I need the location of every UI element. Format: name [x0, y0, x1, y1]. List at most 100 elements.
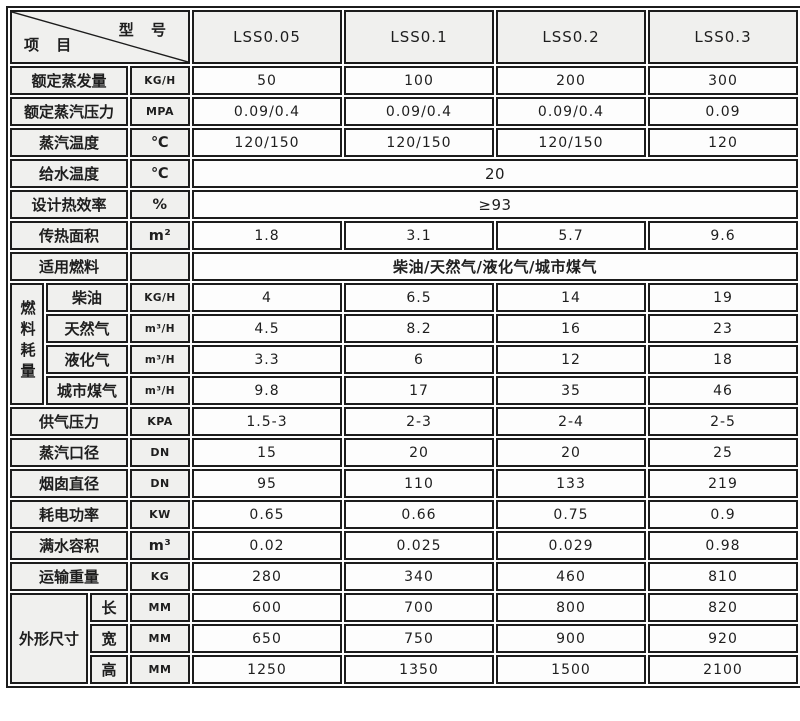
value-cell: 900 — [496, 624, 646, 653]
row-unit: m³/H — [130, 376, 190, 405]
value-cell: 800 — [496, 593, 646, 622]
spec-row: 蒸汽温度 ℃ 120/150 120/150 120/150 120 — [10, 128, 798, 157]
value-cell: 9.6 — [648, 221, 798, 250]
group-label: 外形尺寸 — [10, 593, 88, 684]
value-cell: 0.09 — [648, 97, 798, 126]
corner-cell: 型 号 项 目 — [10, 10, 190, 64]
value-cell: 0.029 — [496, 531, 646, 560]
value-cell: 1.8 — [192, 221, 342, 250]
value-cell: 95 — [192, 469, 342, 498]
group-label: 燃料耗量 — [10, 283, 44, 405]
value-cell: 6.5 — [344, 283, 494, 312]
value-cell: 300 — [648, 66, 798, 95]
spec-row: 高 MM 1250 1350 1500 2100 — [10, 655, 798, 684]
value-cell: 0.9 — [648, 500, 798, 529]
row-label: 传热面积 — [10, 221, 128, 250]
value-cell: 0.09/0.4 — [496, 97, 646, 126]
row-unit: KPA — [130, 407, 190, 436]
corner-label-model: 型 号 — [118, 21, 172, 39]
value-cell: 5.7 — [496, 221, 646, 250]
value-cell: 120/150 — [496, 128, 646, 157]
value-cell: 120/150 — [192, 128, 342, 157]
row-unit: ℃ — [130, 159, 190, 188]
spec-row: 耗电功率 KW 0.65 0.66 0.75 0.9 — [10, 500, 798, 529]
value-cell: 23 — [648, 314, 798, 343]
row-label: 供气压力 — [10, 407, 128, 436]
value-cell: 920 — [648, 624, 798, 653]
row-unit: m³/H — [130, 345, 190, 374]
value-cell: 340 — [344, 562, 494, 591]
value-cell: 0.98 — [648, 531, 798, 560]
header-row: 型 号 项 目 LSS0.05 LSS0.1 LSS0.2 LSS0.3 — [10, 10, 798, 64]
model-header-lss03: LSS0.3 — [648, 10, 798, 64]
value-cell: 0.66 — [344, 500, 494, 529]
model-header-lss02: LSS0.2 — [496, 10, 646, 64]
value-cell: 820 — [648, 593, 798, 622]
value-cell: 14 — [496, 283, 646, 312]
row-label: 额定蒸汽压力 — [10, 97, 128, 126]
row-label: 天然气 — [46, 314, 128, 343]
value-cell: 35 — [496, 376, 646, 405]
row-label: 蒸汽温度 — [10, 128, 128, 157]
value-cell: 200 — [496, 66, 646, 95]
value-cell: 100 — [344, 66, 494, 95]
spec-row: 供气压力 KPA 1.5-3 2-3 2-4 2-5 — [10, 407, 798, 436]
value-cell: 17 — [344, 376, 494, 405]
spec-row: 城市煤气 m³/H 9.8 17 35 46 — [10, 376, 798, 405]
row-label: 设计热效率 — [10, 190, 128, 219]
row-label: 给水温度 — [10, 159, 128, 188]
value-cell: 0.025 — [344, 531, 494, 560]
value-cell: 600 — [192, 593, 342, 622]
value-cell: 4 — [192, 283, 342, 312]
value-cell: 120 — [648, 128, 798, 157]
row-unit: m³ — [130, 531, 190, 560]
row-label: 柴油 — [46, 283, 128, 312]
row-unit: % — [130, 190, 190, 219]
row-label: 耗电功率 — [10, 500, 128, 529]
merged-value-cell: 20 — [192, 159, 798, 188]
value-cell: 1350 — [344, 655, 494, 684]
spec-table-body: 额定蒸发量 KG/H 50 100 200 300 额定蒸汽压力 MPA 0.09/0.4 0.0… — [10, 66, 798, 684]
spec-row: 外形尺寸长 MM 600 700 800 820 — [10, 593, 798, 684]
row-unit: ℃ — [130, 128, 190, 157]
row-label: 烟囱直径 — [10, 469, 128, 498]
value-cell: 3.1 — [344, 221, 494, 250]
spec-row: 液化气 m³/H 3.3 6 12 18 — [10, 345, 798, 374]
row-label: 满水容积 — [10, 531, 128, 560]
spec-row: 设计热效率% ≥93 — [10, 190, 798, 219]
spec-row: 传热面积 m² 1.8 3.1 5.7 9.6 — [10, 221, 798, 250]
value-cell: 20 — [496, 438, 646, 467]
row-unit: DN — [130, 438, 190, 467]
value-cell: 810 — [648, 562, 798, 591]
corner-label-item: 项 目 — [24, 36, 78, 54]
row-unit: m³/H — [130, 314, 190, 343]
value-cell: 15 — [192, 438, 342, 467]
value-cell: 3.3 — [192, 345, 342, 374]
row-label: 城市煤气 — [46, 376, 128, 405]
value-cell: 18 — [648, 345, 798, 374]
value-cell: 0.75 — [496, 500, 646, 529]
row-label: 额定蒸发量 — [10, 66, 128, 95]
row-unit: KG/H — [130, 66, 190, 95]
row-label: 宽 — [90, 624, 128, 653]
row-unit: m² — [130, 221, 190, 250]
value-cell: 6 — [344, 345, 494, 374]
spec-row: 给水温度 ℃ 20 — [10, 159, 798, 188]
model-header-lss005: LSS0.05 — [192, 10, 342, 64]
model-header-lss01: LSS0.1 — [344, 10, 494, 64]
group-label-text: 外形尺寸 — [18, 630, 79, 648]
spec-row: 适用燃料 柴油/天然气/液化气/城市煤气 — [10, 252, 798, 281]
value-cell: 0.09/0.4 — [344, 97, 494, 126]
value-cell: 0.09/0.4 — [192, 97, 342, 126]
row-unit: KW — [130, 500, 190, 529]
value-cell: 2100 — [648, 655, 798, 684]
value-cell: 650 — [192, 624, 342, 653]
row-unit: DN — [130, 469, 190, 498]
value-cell: 280 — [192, 562, 342, 591]
spec-row: 烟囱直径 DN 95 110 133 219 — [10, 469, 798, 498]
row-unit: KG/H — [130, 283, 190, 312]
spec-row: 燃料耗量 柴油 KG/H 4 6.5 14 19 — [10, 283, 798, 405]
merged-value-cell: 柴油/天然气/液化气/城市煤气 — [192, 252, 798, 281]
row-label: 适用燃料 — [10, 252, 128, 281]
value-cell: 1500 — [496, 655, 646, 684]
